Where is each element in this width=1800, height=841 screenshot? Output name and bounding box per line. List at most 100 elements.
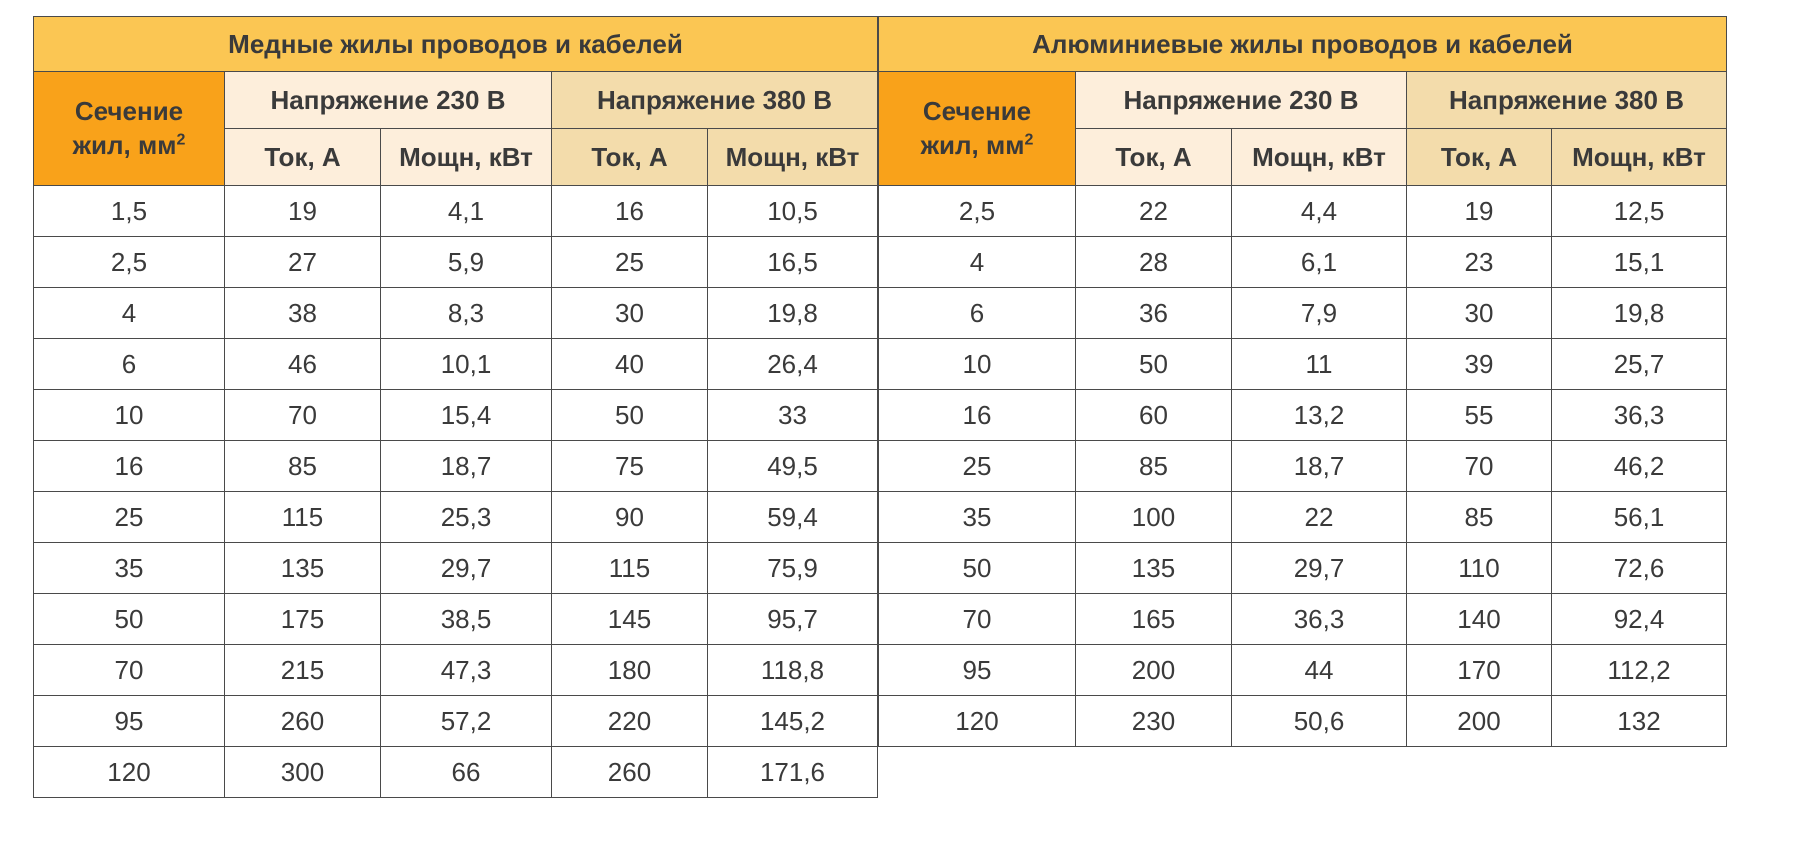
copper-cell-power-380: 59,4 [707,491,878,543]
aluminum-230-power-header: Мощн, кВт [1231,128,1407,186]
copper-section-sup: 2 [176,130,186,148]
aluminum-cell-current-230: 230 [1075,695,1232,747]
aluminum-cell-current-380: 30 [1406,287,1552,339]
aluminum-cell-current-230: 165 [1075,593,1232,645]
table-row: 70 215 47,3 180 118,8 [33,644,878,696]
aluminum-cell-power-380: 112,2 [1551,644,1727,696]
copper-cell-current-230: 19 [224,185,381,237]
copper-section-header: Сечение жил, мм2 [33,71,225,186]
copper-cell-current-230: 300 [224,746,381,798]
aluminum-cell-current-230: 36 [1075,287,1232,339]
copper-cell-section: 120 [33,746,225,798]
aluminum-cell-section: 120 [878,695,1076,747]
copper-cell-current-380: 25 [551,236,708,288]
copper-cell-section: 25 [33,491,225,543]
aluminum-cell-current-380: 23 [1406,236,1552,288]
table-row: 35 100 22 85 56,1 [878,491,1727,543]
copper-cell-current-380: 180 [551,644,708,696]
copper-cell-current-230: 115 [224,491,381,543]
aluminum-cell-current-380: 55 [1406,389,1552,441]
copper-cell-current-230: 38 [224,287,381,339]
copper-cell-current-230: 70 [224,389,381,441]
aluminum-cell-current-380: 19 [1406,185,1552,237]
aluminum-cell-power-380: 92,4 [1551,593,1727,645]
aluminum-cell-current-230: 60 [1075,389,1232,441]
copper-cell-power-230: 8,3 [380,287,552,339]
copper-cell-section: 10 [33,389,225,441]
copper-cell-power-230: 15,4 [380,389,552,441]
copper-section-line2: жил, мм [72,129,177,160]
copper-cell-power-380: 26,4 [707,338,878,390]
aluminum-cell-power-230: 50,6 [1231,695,1407,747]
copper-section-line1: Сечение [74,95,184,126]
table-row: 120 300 66 260 171,6 [33,746,878,798]
aluminum-cell-power-230: 29,7 [1231,542,1407,594]
copper-cell-power-230: 4,1 [380,185,552,237]
copper-cell-section: 1,5 [33,185,225,237]
aluminum-cell-power-230: 36,3 [1231,593,1407,645]
copper-cell-current-380: 50 [551,389,708,441]
copper-cell-power-230: 47,3 [380,644,552,696]
aluminum-cell-section: 50 [878,542,1076,594]
copper-230-power-header: Мощн, кВт [380,128,552,186]
aluminum-cell-section: 4 [878,236,1076,288]
aluminum-title: Алюминиевые жилы проводов и кабелей [878,16,1727,72]
aluminum-cell-section: 70 [878,593,1076,645]
table-row: 2,5 27 5,9 25 16,5 [33,236,878,288]
aluminum-cell-current-230: 85 [1075,440,1232,492]
aluminum-cell-current-230: 200 [1075,644,1232,696]
table-row: 16 60 13,2 55 36,3 [878,389,1727,441]
aluminum-cell-power-380: 25,7 [1551,338,1727,390]
aluminum-body: 2,5 22 4,4 19 12,5 4 28 6,1 23 15,1 6 36 7,9 30 19,8 10… [878,185,1727,747]
table-row: 6 46 10,1 40 26,4 [33,338,878,390]
aluminum-cell-power-380: 132 [1551,695,1727,747]
aluminum-voltage-230-header: Напряжение 230 В [1075,71,1407,129]
table-row: 50 135 29,7 110 72,6 [878,542,1727,594]
copper-cell-power-230: 18,7 [380,440,552,492]
aluminum-cell-current-380: 39 [1406,338,1552,390]
aluminum-380-current-header: Ток, А [1406,128,1552,186]
table-row: 120 230 50,6 200 132 [878,695,1727,747]
copper-cell-power-380: 33 [707,389,878,441]
copper-cell-current-230: 135 [224,542,381,594]
copper-cell-current-380: 40 [551,338,708,390]
aluminum-table: Алюминиевые жилы проводов и кабелей Сече… [878,16,1727,747]
copper-cell-current-380: 75 [551,440,708,492]
aluminum-cell-current-380: 200 [1406,695,1552,747]
copper-cell-power-380: 10,5 [707,185,878,237]
table-row: 10 70 15,4 50 33 [33,389,878,441]
copper-cell-power-230: 5,9 [380,236,552,288]
aluminum-section-header: Сечение жил, мм2 [878,71,1076,186]
aluminum-cell-current-230: 28 [1075,236,1232,288]
table-row: 4 28 6,1 23 15,1 [878,236,1727,288]
copper-cell-power-380: 171,6 [707,746,878,798]
copper-cell-power-380: 145,2 [707,695,878,747]
aluminum-cell-power-230: 18,7 [1231,440,1407,492]
table-row: 6 36 7,9 30 19,8 [878,287,1727,339]
copper-cell-current-380: 90 [551,491,708,543]
copper-cell-power-230: 38,5 [380,593,552,645]
aluminum-cell-current-380: 70 [1406,440,1552,492]
aluminum-cell-current-230: 22 [1075,185,1232,237]
aluminum-230-current-header: Ток, А [1075,128,1232,186]
copper-cell-current-230: 85 [224,440,381,492]
aluminum-cell-current-230: 100 [1075,491,1232,543]
copper-cell-power-380: 118,8 [707,644,878,696]
aluminum-cell-power-380: 72,6 [1551,542,1727,594]
aluminum-section-line2: жил, мм [920,129,1025,160]
copper-cell-current-380: 220 [551,695,708,747]
copper-cell-current-380: 145 [551,593,708,645]
table-row: 50 175 38,5 145 95,7 [33,593,878,645]
aluminum-cell-power-230: 22 [1231,491,1407,543]
copper-380-power-header: Мощн, кВт [707,128,878,186]
table-row: 70 165 36,3 140 92,4 [878,593,1727,645]
table-row: 4 38 8,3 30 19,8 [33,287,878,339]
copper-table: Медные жилы проводов и кабелей Сечение ж… [33,16,878,798]
copper-cell-current-380: 30 [551,287,708,339]
copper-voltage-380-header: Напряжение 380 В [551,71,878,129]
table-row: 10 50 11 39 25,7 [878,338,1727,390]
copper-cell-current-230: 215 [224,644,381,696]
aluminum-cell-section: 16 [878,389,1076,441]
aluminum-cell-power-230: 4,4 [1231,185,1407,237]
copper-cell-section: 70 [33,644,225,696]
